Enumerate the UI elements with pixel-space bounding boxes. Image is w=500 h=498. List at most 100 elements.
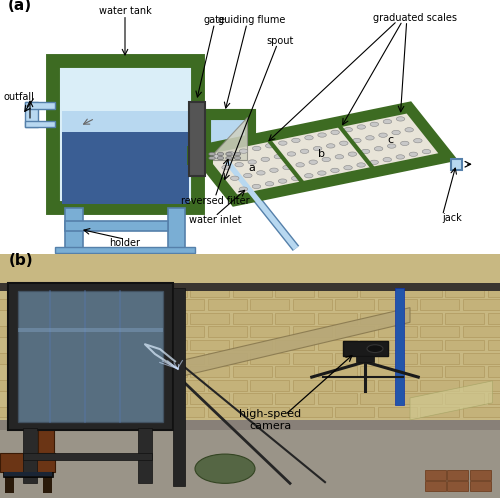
Bar [318,367,356,377]
Bar [275,393,314,404]
Bar [208,407,246,417]
Bar [80,380,119,390]
Text: reversed filter: reversed filter [180,196,250,206]
Text: holder: holder [110,238,140,248]
Text: high-speed
camera: high-speed camera [239,409,301,431]
Bar [360,393,399,404]
Polygon shape [410,381,492,420]
Bar [25,102,55,109]
Bar [122,326,162,337]
Circle shape [309,160,318,164]
Bar [451,159,462,170]
Circle shape [367,345,383,353]
Bar [138,428,151,484]
Bar [22,428,36,484]
Bar [445,367,484,377]
Bar [65,221,168,231]
Bar [420,380,459,390]
Bar [318,286,356,297]
Bar [275,340,314,351]
Bar [18,290,163,422]
Circle shape [379,133,388,137]
Polygon shape [196,108,448,201]
Bar [292,380,332,390]
Bar [232,340,272,351]
Circle shape [409,152,418,156]
Bar [318,340,356,351]
Bar [38,299,76,310]
Bar [470,481,491,491]
Circle shape [213,154,222,159]
Circle shape [383,157,392,162]
Circle shape [383,120,392,124]
Circle shape [266,143,274,148]
Bar [250,380,289,390]
Bar [250,353,289,364]
Bar [38,407,76,417]
Bar [190,286,229,297]
Circle shape [195,454,255,484]
Bar [148,367,186,377]
Bar [356,356,374,362]
Bar [420,326,459,337]
Bar [0,453,55,473]
Bar [5,472,14,493]
Bar [462,407,500,417]
Text: c: c [387,135,394,145]
Bar [22,453,152,460]
Text: (b): (b) [9,252,34,267]
Bar [165,407,204,417]
Bar [172,288,185,486]
Circle shape [244,173,252,178]
Bar [122,407,162,417]
Polygon shape [178,308,410,377]
Bar [420,407,459,417]
Bar [4,473,51,476]
Circle shape [340,141,348,145]
Bar [462,299,500,310]
Bar [420,299,459,310]
Circle shape [414,138,422,143]
Bar [20,340,59,351]
Bar [335,380,374,390]
Circle shape [270,168,278,172]
Circle shape [234,152,241,156]
Circle shape [296,163,304,167]
Bar [208,299,246,310]
Text: gate: gate [204,15,226,25]
Bar [402,286,442,297]
Bar [190,313,229,324]
Bar [0,299,34,310]
Bar [292,326,332,337]
Circle shape [370,122,378,126]
Bar [190,148,208,161]
Bar [80,326,119,337]
Bar [62,367,102,377]
Bar [18,328,163,332]
Circle shape [261,157,270,161]
Bar [488,313,500,324]
Bar [0,353,34,364]
Bar [148,393,186,404]
Bar [250,299,289,310]
Polygon shape [207,117,247,160]
Bar [190,393,229,404]
Bar [0,254,500,420]
Bar [55,247,195,252]
Circle shape [370,160,378,164]
Bar [448,481,468,491]
Bar [378,380,416,390]
Circle shape [252,184,260,189]
Bar [335,407,374,417]
Circle shape [362,149,370,153]
Bar [38,326,76,337]
Bar [204,114,250,161]
Bar [445,393,484,404]
Bar [165,299,204,310]
Bar [232,313,272,324]
Circle shape [292,138,300,142]
Circle shape [222,165,230,169]
Circle shape [239,187,248,191]
Bar [292,353,332,364]
Bar [232,367,272,377]
